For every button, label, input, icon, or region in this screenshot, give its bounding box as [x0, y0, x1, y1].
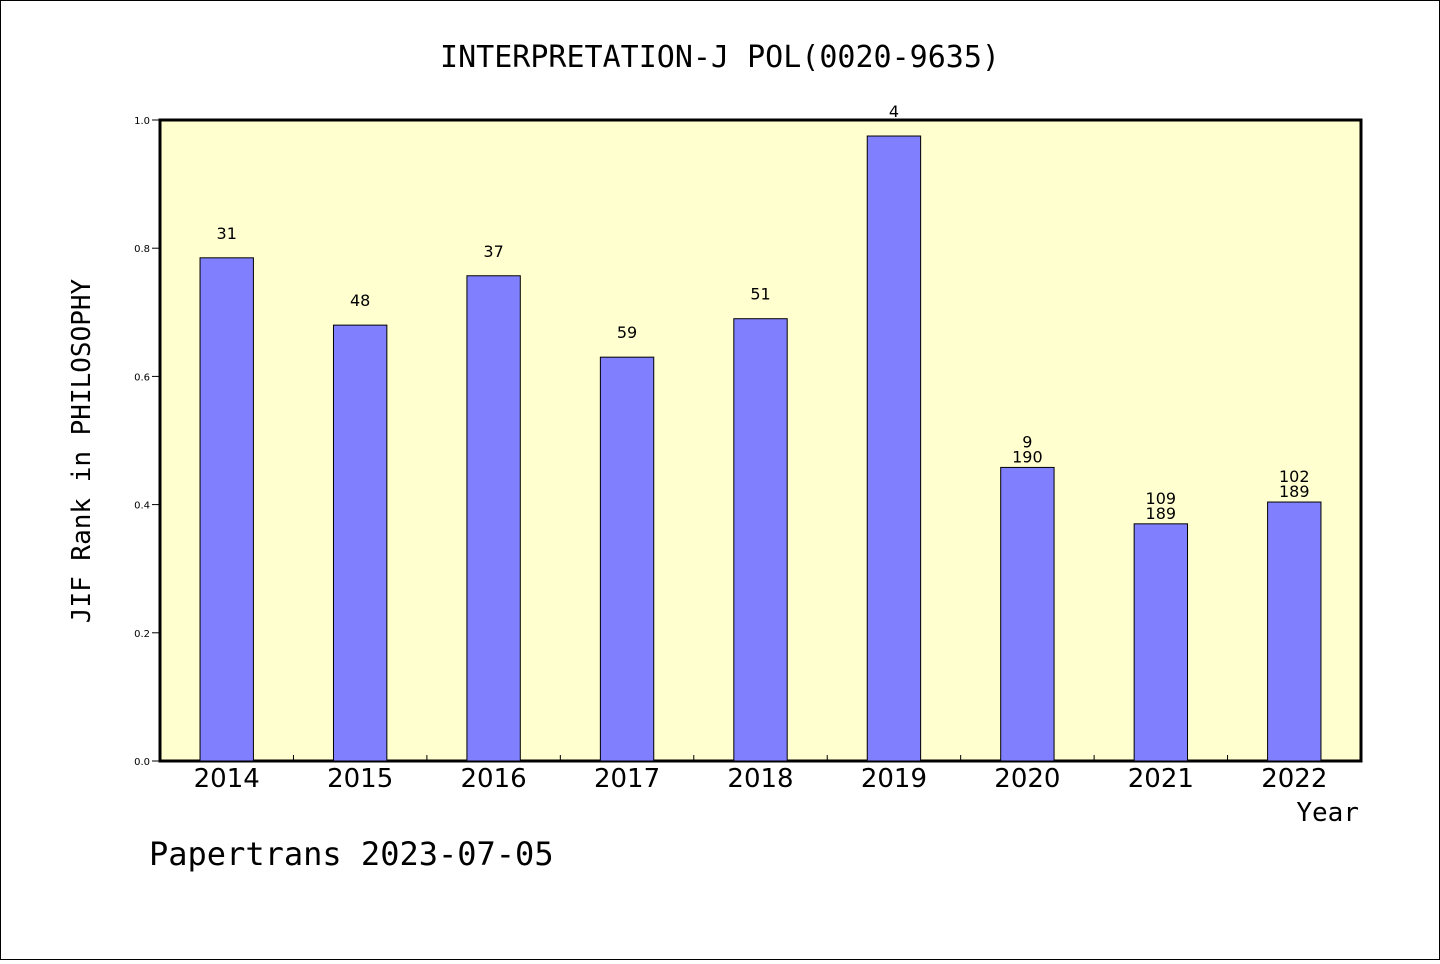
x-tick-label: 2018 [727, 764, 793, 794]
bar-2017 [599, 356, 655, 762]
total-label: 189 [1146, 504, 1177, 523]
x-tick-label: 2021 [1128, 764, 1194, 794]
y-axis: 0.0 0.2 0.4 0.6 0.8 1.0 [134, 116, 160, 768]
bar-2014 [199, 257, 254, 762]
x-tick-label: 2020 [994, 764, 1060, 794]
total-label: 190 [1012, 447, 1043, 466]
bar-2021 [1133, 523, 1189, 762]
rank-label: 102 [1279, 467, 1310, 486]
rank-label: 109 [1146, 489, 1177, 508]
y-tick-label: 0.6 [134, 372, 150, 383]
x-axis: 2014 2015 2016 2017 2018 2019 2020 2021 2022 [194, 755, 1327, 794]
y-tick-label: 0.2 [134, 629, 150, 640]
x-tick-label: 2014 [194, 764, 260, 794]
bar-2015 [332, 324, 388, 762]
bar-2022 [1267, 501, 1322, 762]
x-tick-label: 2022 [1261, 764, 1327, 794]
rank-label: 48 [350, 291, 370, 310]
x-tick-label: 2019 [861, 764, 927, 794]
total-label: 189 [1279, 482, 1310, 501]
rank-label: 4 [889, 102, 899, 121]
y-tick-label: 0.8 [134, 244, 150, 255]
bar-2016 [466, 275, 521, 762]
rank-label: 59 [617, 323, 637, 342]
y-tick-label: 0.0 [134, 757, 150, 768]
x-tick-label: 2017 [594, 764, 660, 794]
rank-label: 31 [217, 224, 237, 243]
y-tick-label: 0.4 [134, 501, 150, 512]
bar-2018 [733, 318, 788, 762]
bar-series [199, 135, 1322, 762]
bar-2020 [1000, 466, 1055, 762]
x-tick-label: 2015 [327, 764, 393, 794]
y-tick-label: 1.0 [134, 116, 150, 127]
rank-label: 9 [1022, 432, 1032, 451]
bar-2019 [866, 135, 922, 762]
y-axis-label: JIF Rank in PHILOSOPHY [67, 278, 97, 623]
x-axis-label: Year [1296, 798, 1359, 828]
rank-label: 51 [750, 285, 770, 304]
x-tick-label: 2016 [461, 764, 527, 794]
rank-label: 37 [483, 242, 503, 261]
footer-credit: Papertrans 2023-07-05 [149, 835, 554, 873]
chart-title: INTERPRETATION-J POL(0020-9635) [440, 40, 1000, 75]
